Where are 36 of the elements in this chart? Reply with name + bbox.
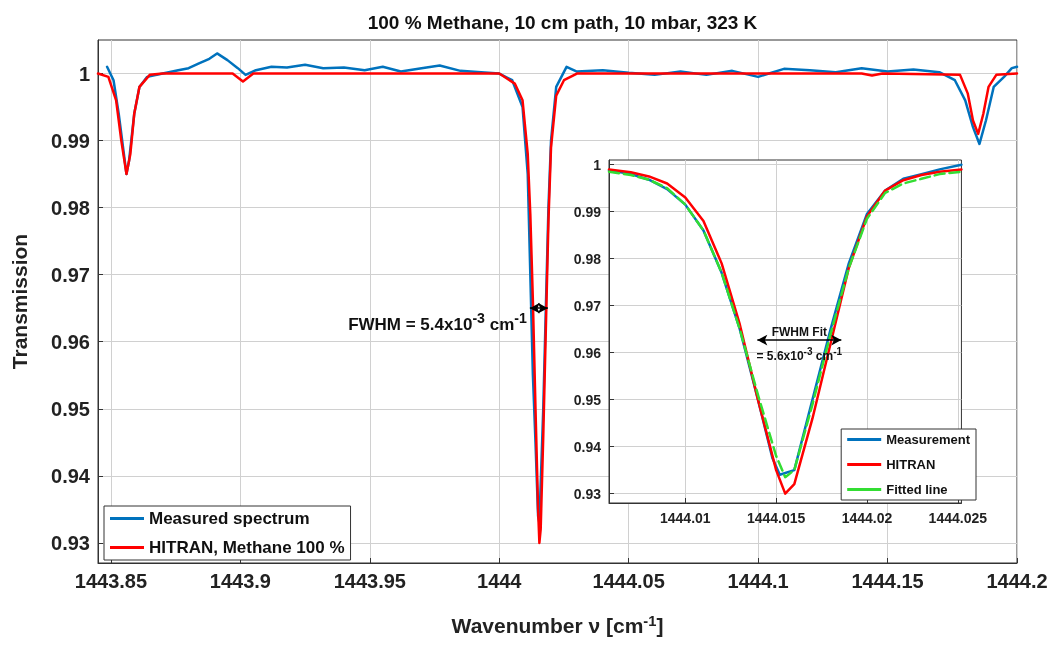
y-tick-label: 1 bbox=[78, 62, 90, 85]
x-tick-label: 1444.015 bbox=[746, 510, 806, 526]
y-tick-label: 0.96 bbox=[51, 330, 90, 353]
x-tick-label: 1444.02 bbox=[841, 510, 893, 526]
y-tick-label: 0.98 bbox=[51, 196, 90, 219]
y-tick-label: 0.94 bbox=[51, 464, 91, 487]
x-tick-label: 1444 bbox=[477, 570, 523, 592]
y-tick-label: 0.96 bbox=[573, 344, 602, 361]
annotation: FWHM = 5.4x10$^{-3}$ cm$^{-1}$ bbox=[347, 310, 527, 335]
y-tick-label: 0.95 bbox=[51, 397, 90, 420]
x-tick-label: 1444.2 bbox=[986, 570, 1048, 592]
x-tick-label: 1443.9 bbox=[209, 570, 271, 592]
y-tick-label: 1 bbox=[593, 156, 602, 173]
y-tick-label: 0.93 bbox=[573, 485, 602, 502]
legend-label: Measurement bbox=[886, 432, 971, 447]
y-tick-label: 0.94 bbox=[573, 438, 602, 455]
y-axis-title: Transmission bbox=[8, 233, 31, 370]
y-tick-label: 0.99 bbox=[51, 129, 90, 152]
legend-label: HITRAN bbox=[886, 457, 936, 472]
x-tick-label: 1444.025 bbox=[928, 510, 988, 526]
chart-title: 100 % Methane, 10 cm path, 10 mbar, 323 K bbox=[367, 12, 758, 33]
y-tick-label: 0.98 bbox=[573, 250, 602, 267]
y-tick-label: 0.95 bbox=[573, 391, 602, 408]
legend-label: Fitted line bbox=[886, 482, 948, 497]
x-tick-label: 1444.1 bbox=[727, 570, 789, 592]
x-tick-label: 1444.01 bbox=[660, 510, 711, 526]
x-tick-label: 1444.15 bbox=[851, 570, 924, 592]
legend-label: Measured spectrum bbox=[149, 509, 310, 528]
y-tick-label: 0.93 bbox=[51, 531, 90, 554]
y-tick-label: 0.99 bbox=[573, 203, 602, 220]
legend-label: HITRAN, Methane 100 % bbox=[149, 538, 345, 557]
y-tick-label: 0.97 bbox=[573, 297, 602, 314]
x-tick-label: 1444.05 bbox=[592, 570, 665, 592]
y-tick-label: 0.97 bbox=[51, 263, 90, 286]
x-tick-label: 1443.95 bbox=[333, 570, 406, 592]
x-tick-label: 1443.85 bbox=[74, 570, 148, 592]
